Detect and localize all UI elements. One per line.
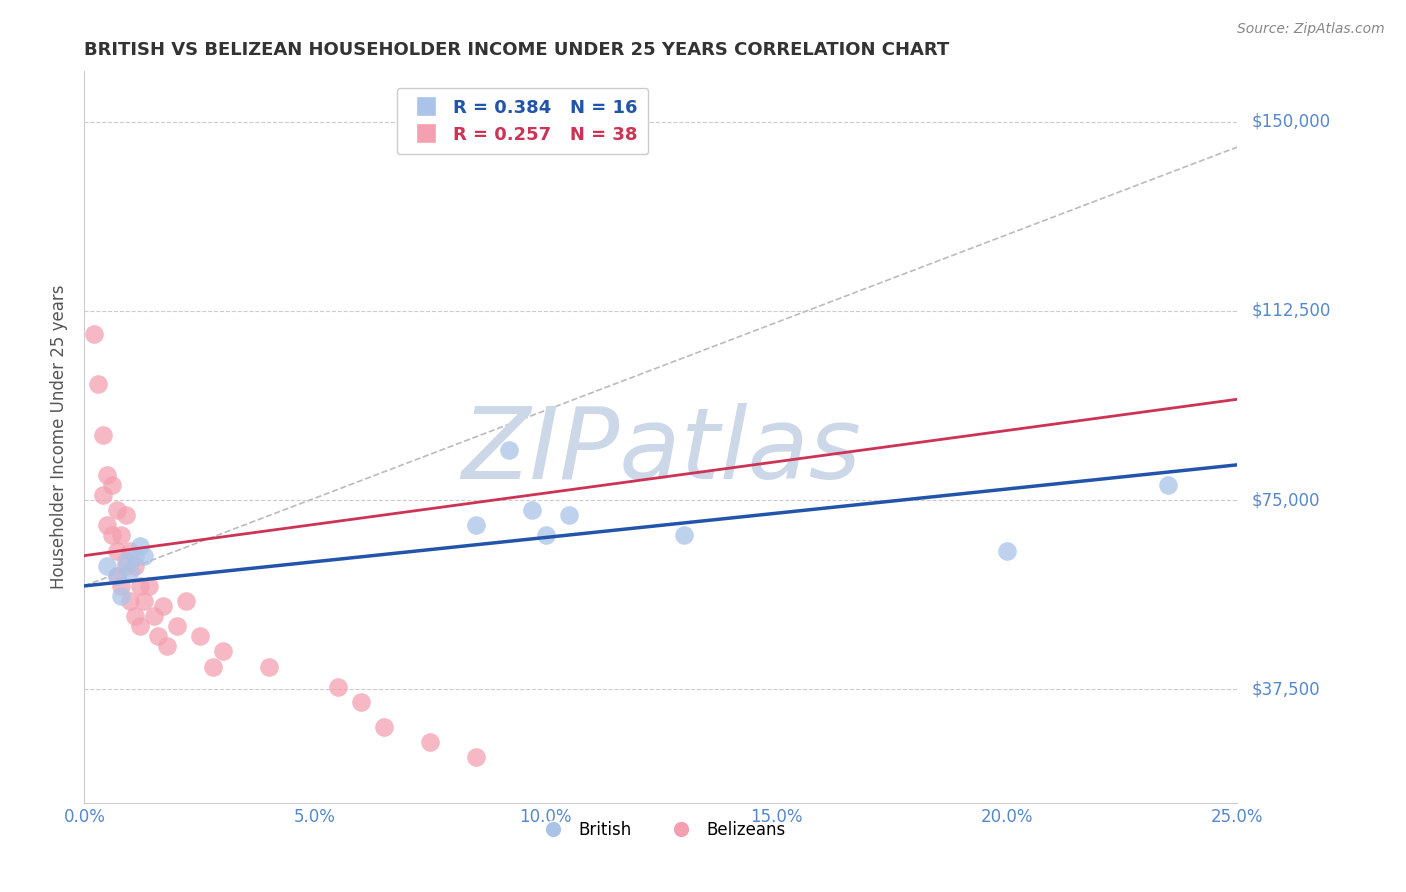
Point [91,488,114,502]
Point [1157,478,1180,492]
Point [124,609,146,624]
Point [156,640,179,654]
Point [101,528,124,542]
Point [91,427,114,442]
Point [115,554,138,568]
Text: ZIPatlas: ZIPatlas [461,403,860,500]
Point [520,503,543,517]
Point [257,659,280,673]
Point [465,750,488,764]
Point [124,549,146,563]
Point [105,569,128,583]
Point [134,549,156,563]
Point [120,564,142,578]
Text: $75,000: $75,000 [1251,491,1320,509]
Point [83,326,105,341]
Point [128,619,150,633]
Point [128,539,150,553]
Text: $150,000: $150,000 [1251,112,1330,131]
Point [110,528,132,542]
Point [373,720,395,734]
Point [146,629,169,643]
Point [105,503,128,517]
Point [96,467,118,482]
Point [128,579,150,593]
Point [101,478,124,492]
Point [995,543,1018,558]
Legend: British, Belizeans: British, Belizeans [530,814,792,846]
Point [115,558,138,573]
Point [120,543,142,558]
Point [142,609,165,624]
Text: $37,500: $37,500 [1251,681,1320,698]
Point [152,599,174,613]
Point [134,594,156,608]
Point [174,594,197,608]
Point [202,659,225,673]
Point [672,528,695,542]
Point [110,579,132,593]
Point [105,543,128,558]
Point [115,508,138,523]
Point [350,695,373,709]
Point [96,558,118,573]
Point [120,594,142,608]
Point [96,518,118,533]
Point [87,377,110,392]
Point [419,735,441,749]
Text: Source: ZipAtlas.com: Source: ZipAtlas.com [1237,22,1385,37]
Point [124,558,146,573]
Point [105,569,128,583]
Y-axis label: Householder Income Under 25 years: Householder Income Under 25 years [51,285,69,590]
Point [211,644,233,658]
Point [110,589,132,603]
Point [166,619,188,633]
Point [188,629,211,643]
Point [557,508,579,523]
Point [465,518,488,533]
Point [498,442,520,457]
Point [138,579,160,593]
Text: BRITISH VS BELIZEAN HOUSEHOLDER INCOME UNDER 25 YEARS CORRELATION CHART: BRITISH VS BELIZEAN HOUSEHOLDER INCOME U… [84,41,949,59]
Point [326,680,349,694]
Point [534,528,557,542]
Text: $112,500: $112,500 [1251,302,1330,320]
